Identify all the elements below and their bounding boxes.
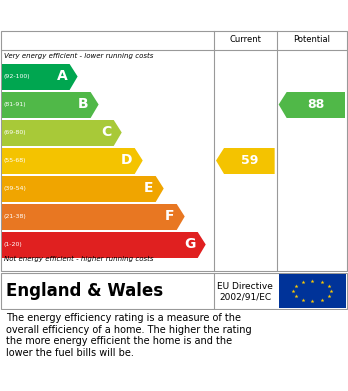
Polygon shape <box>216 148 275 174</box>
Text: (39-54): (39-54) <box>4 186 27 191</box>
Text: B: B <box>78 97 89 111</box>
Text: Potential: Potential <box>293 36 330 45</box>
Text: 2002/91/EC: 2002/91/EC <box>219 292 271 301</box>
Polygon shape <box>279 92 345 118</box>
Text: (21-38): (21-38) <box>4 214 27 219</box>
Polygon shape <box>2 176 164 202</box>
Text: (55-68): (55-68) <box>4 158 26 163</box>
Polygon shape <box>2 64 78 90</box>
Text: D: D <box>121 154 133 167</box>
Text: Not energy efficient - higher running costs: Not energy efficient - higher running co… <box>4 256 153 262</box>
Polygon shape <box>2 148 143 174</box>
Text: G: G <box>184 237 196 251</box>
Text: Current: Current <box>229 36 261 45</box>
Text: F: F <box>165 210 175 224</box>
Text: England & Wales: England & Wales <box>6 282 163 300</box>
Text: E: E <box>144 181 154 196</box>
Bar <box>279 274 346 308</box>
Text: 59: 59 <box>241 154 258 167</box>
Polygon shape <box>2 232 206 258</box>
Text: Very energy efficient - lower running costs: Very energy efficient - lower running co… <box>4 53 153 59</box>
Text: (92-100): (92-100) <box>4 74 31 79</box>
Text: 88: 88 <box>307 98 324 111</box>
Text: The energy efficiency rating is a measure of the
overall efficiency of a home. T: The energy efficiency rating is a measur… <box>6 313 252 358</box>
Text: C: C <box>102 126 112 140</box>
Text: (69-80): (69-80) <box>4 130 27 135</box>
Polygon shape <box>2 204 185 230</box>
Text: (1-20): (1-20) <box>4 242 23 247</box>
Polygon shape <box>2 120 122 146</box>
Text: Energy Efficiency Rating: Energy Efficiency Rating <box>69 7 279 23</box>
Text: (81-91): (81-91) <box>4 102 27 107</box>
Text: EU Directive: EU Directive <box>218 282 273 291</box>
Text: A: A <box>57 70 68 84</box>
Polygon shape <box>2 92 98 118</box>
